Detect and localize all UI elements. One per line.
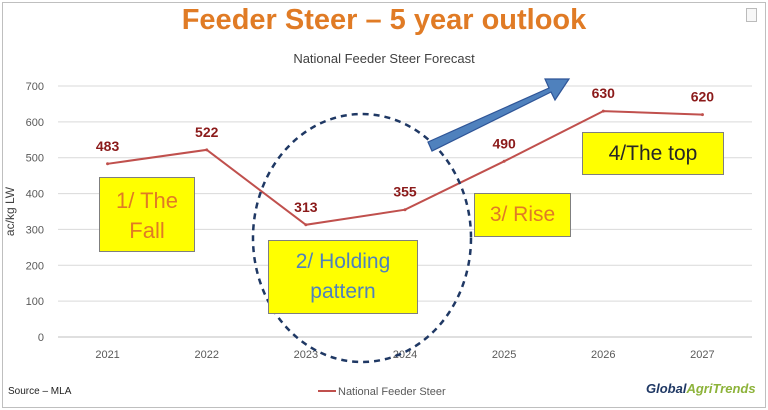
y-axis-label: ac/kg LW <box>3 186 17 236</box>
data-label: 483 <box>96 138 120 154</box>
x-tick-label: 2025 <box>492 349 516 361</box>
y-tick-label: 700 <box>26 81 44 93</box>
data-point <box>502 159 506 163</box>
data-label: 630 <box>592 85 616 101</box>
x-tick-label: 2027 <box>690 349 714 361</box>
y-tick-label: 200 <box>26 260 44 272</box>
data-label: 355 <box>393 184 417 200</box>
data-label: 490 <box>492 135 516 151</box>
source-note: Source – MLA <box>8 386 72 397</box>
annotation-the-top: 4/The top <box>582 132 724 175</box>
x-tick-label: 2022 <box>194 349 218 361</box>
y-tick-label: 400 <box>26 189 44 201</box>
data-point <box>601 109 605 113</box>
holding-pattern-circle <box>251 112 473 364</box>
data-label: 313 <box>294 199 318 215</box>
data-point <box>304 223 308 227</box>
y-tick-label: 500 <box>26 153 44 165</box>
x-tick-label: 2024 <box>393 349 417 361</box>
annotation-holding-pattern-text: 2/ Holding pattern <box>295 250 391 303</box>
data-label: 620 <box>691 89 715 105</box>
y-tick-label: 100 <box>26 296 44 308</box>
annotation-holding-pattern: 2/ Holding pattern <box>268 240 418 314</box>
logo-part-global: Global <box>646 381 687 396</box>
annotation-rise-text: 3/ Rise <box>489 203 556 226</box>
company-logo: GlobalAgriTrends <box>646 381 756 396</box>
y-tick-label: 0 <box>38 332 44 344</box>
rise-arrow-shape <box>427 78 571 152</box>
x-tick-label: 2021 <box>95 349 119 361</box>
chart-title: National Feeder Steer Forecast <box>293 51 475 66</box>
annotation-the-fall: 1/ The Fall <box>99 177 195 252</box>
data-label: 522 <box>195 124 219 140</box>
data-point <box>700 113 704 117</box>
scroll-handle[interactable] <box>746 8 757 22</box>
x-tick-label: 2023 <box>294 349 318 361</box>
x-tick-label: 2026 <box>591 349 615 361</box>
slide-title: Feeder Steer – 5 year outlook <box>181 4 587 36</box>
annotation-the-fall-text: 1/ The Fall <box>116 188 178 243</box>
y-tick-label: 300 <box>26 224 44 236</box>
data-point <box>205 148 209 152</box>
logo-part-agritrends: AgriTrends <box>686 381 756 396</box>
data-point <box>106 162 110 166</box>
annotation-rise: 3/ Rise <box>474 193 571 237</box>
legend-label: National Feeder Steer <box>338 386 446 398</box>
annotation-the-top-text: 4/The top <box>608 142 698 165</box>
data-point <box>403 208 407 212</box>
y-tick-label: 600 <box>26 117 44 129</box>
